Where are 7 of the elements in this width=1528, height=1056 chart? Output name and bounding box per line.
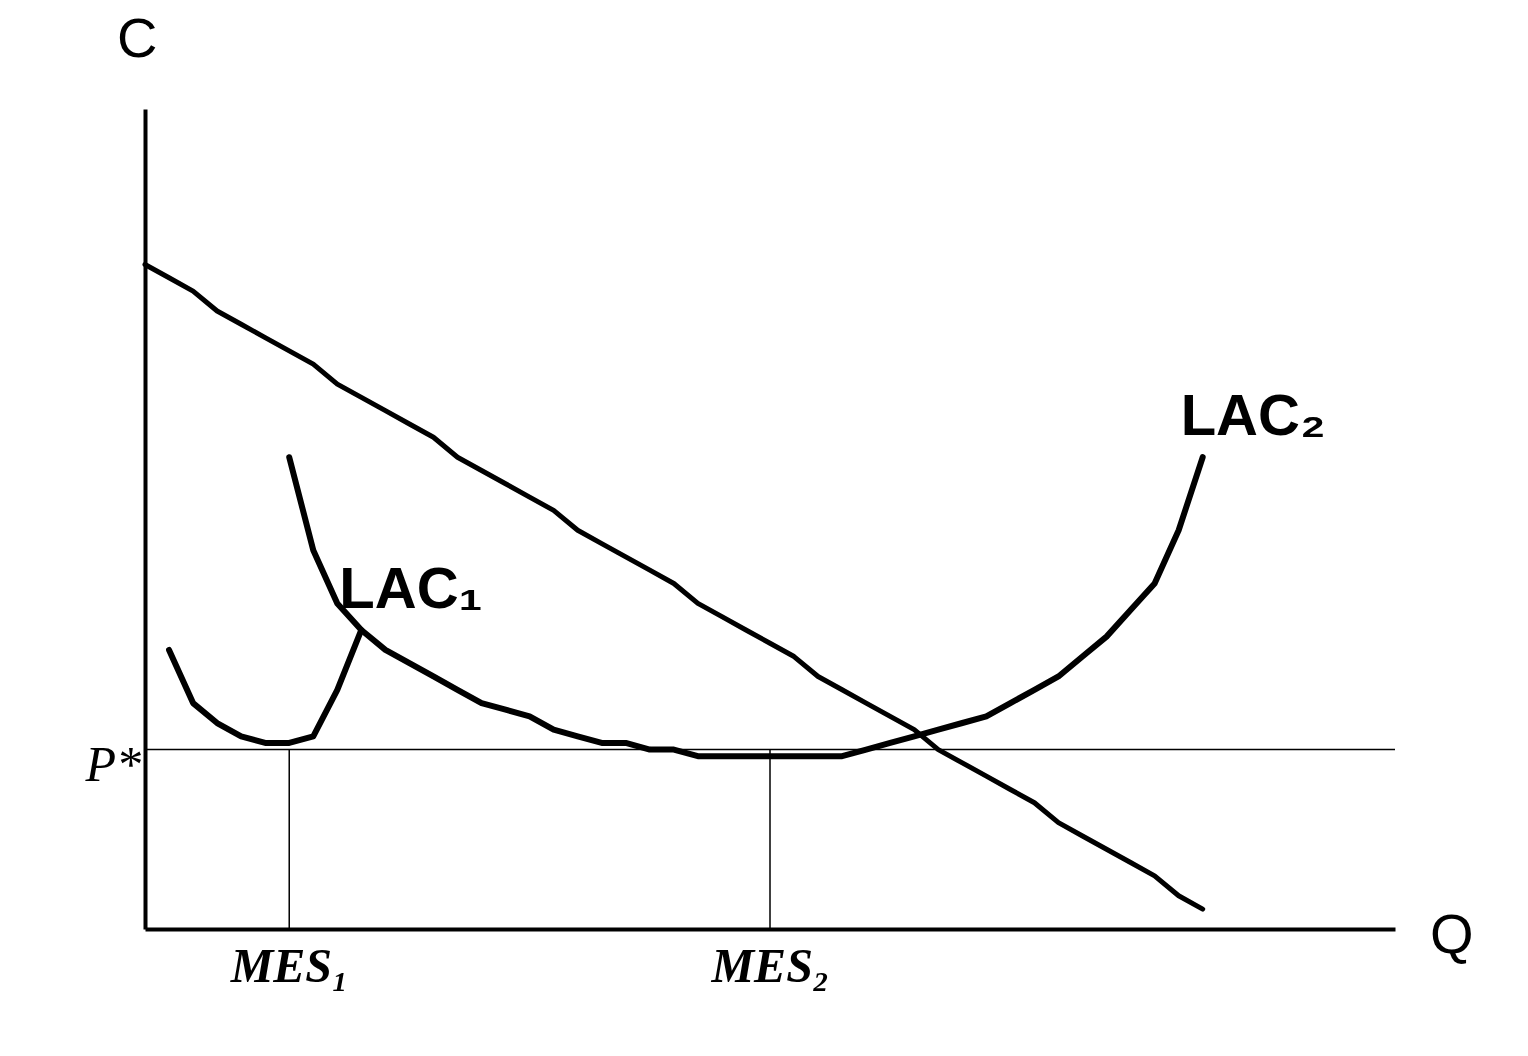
series-label: LAC₁ bbox=[339, 554, 483, 620]
x-tick-label: MES₂ bbox=[710, 938, 830, 992]
series-label: LAC₂ bbox=[1180, 382, 1326, 448]
y-axis-title: C bbox=[117, 6, 158, 69]
x-axis-title: Q bbox=[1430, 902, 1474, 965]
ref-line-label: P* bbox=[84, 735, 141, 792]
x-tick-label: MES₁ bbox=[229, 938, 349, 992]
